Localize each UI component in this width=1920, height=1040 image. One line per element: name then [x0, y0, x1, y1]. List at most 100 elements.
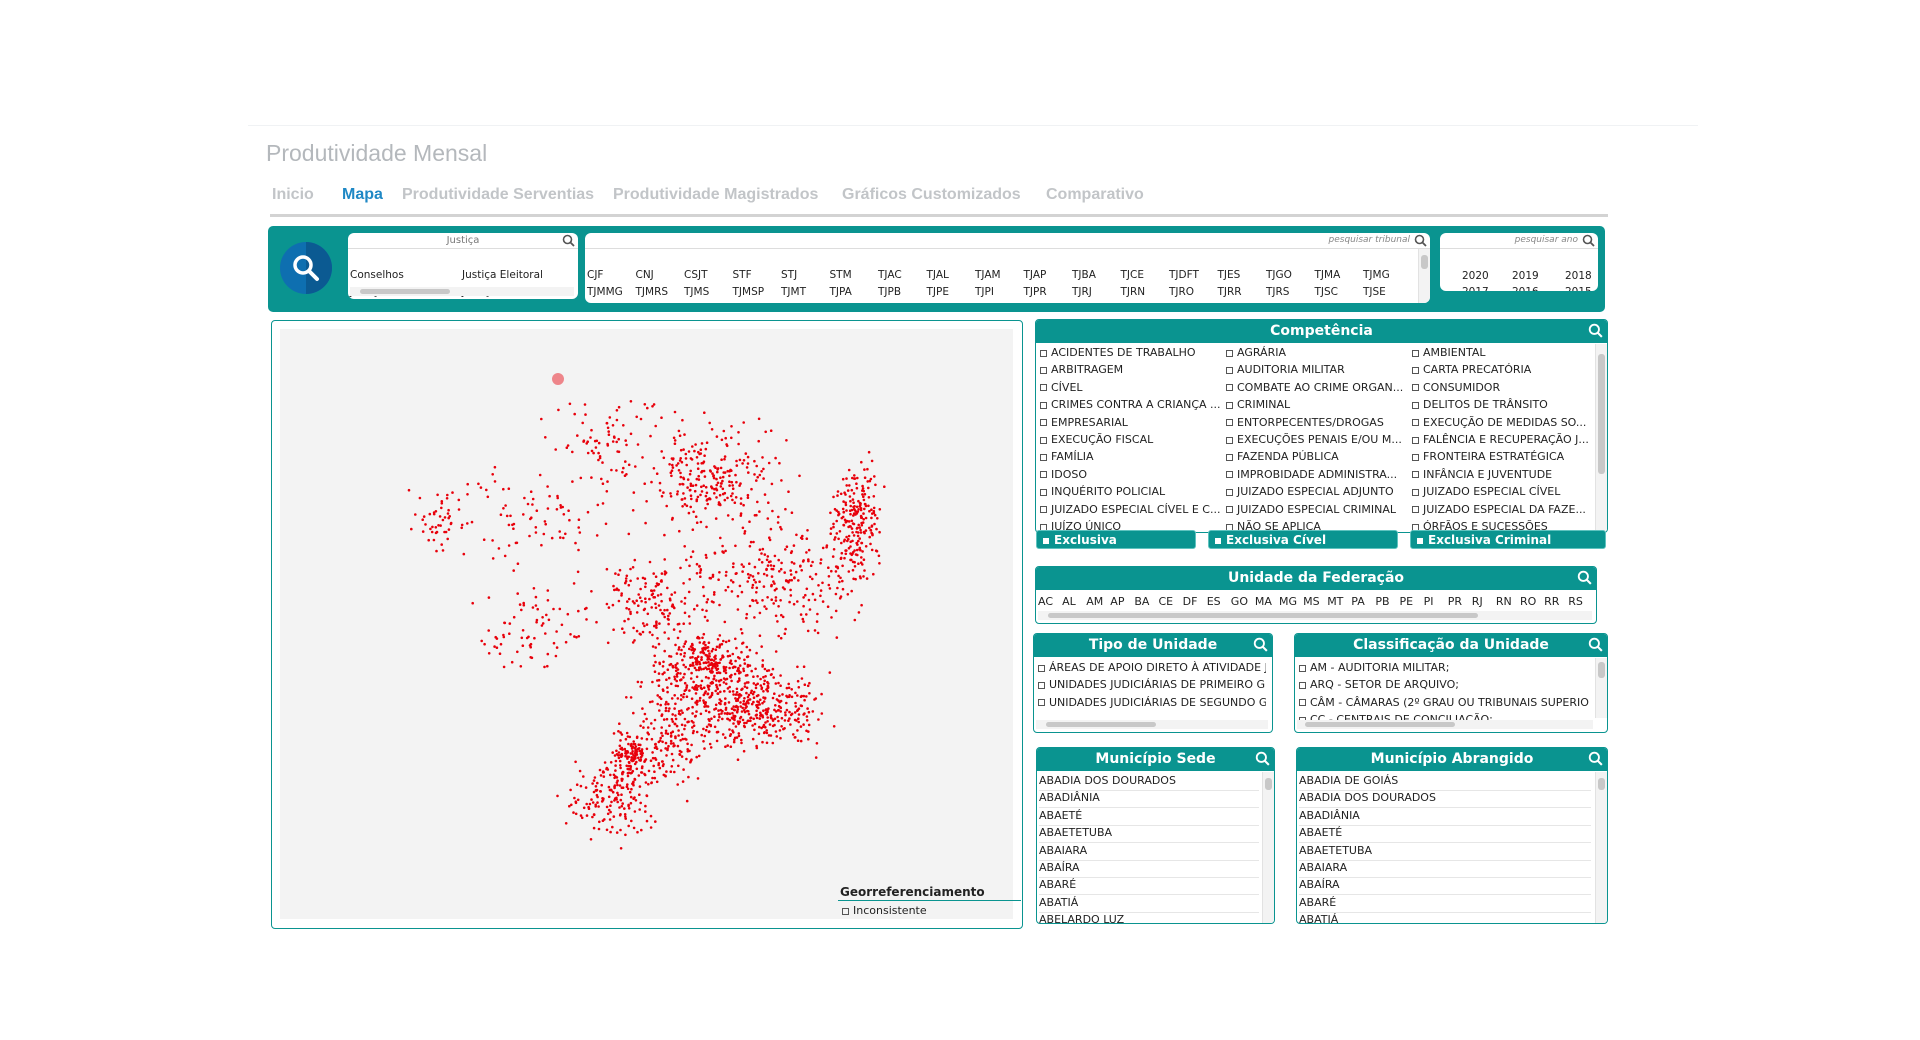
map-point[interactable] [738, 717, 742, 720]
map-point[interactable] [737, 671, 741, 675]
map-point[interactable] [786, 695, 789, 699]
map-point[interactable] [712, 677, 715, 681]
map-point[interactable] [743, 532, 746, 535]
map-point[interactable] [605, 490, 609, 493]
map-point[interactable] [640, 599, 643, 603]
map-point[interactable] [849, 512, 852, 516]
map-point[interactable] [860, 460, 863, 464]
map-point[interactable] [651, 776, 654, 780]
map-point[interactable] [686, 486, 689, 489]
map-point[interactable] [742, 699, 746, 703]
map-point[interactable] [627, 764, 631, 768]
tribunal-item[interactable]: TJCE [1120, 269, 1144, 281]
map-point[interactable] [701, 608, 704, 612]
map-point[interactable] [727, 639, 731, 643]
map-point[interactable] [757, 439, 760, 443]
map-point[interactable] [650, 480, 653, 484]
map-point[interactable] [568, 402, 572, 406]
map-point[interactable] [626, 787, 630, 791]
map-point[interactable] [669, 731, 673, 735]
map-point[interactable] [679, 457, 682, 460]
map-point[interactable] [688, 647, 691, 651]
map-point[interactable] [746, 455, 750, 459]
map-point[interactable] [633, 810, 637, 813]
municipio-abrangido-item[interactable]: ABATIÁ [1299, 913, 1591, 923]
map-point[interactable] [707, 730, 711, 734]
map-point[interactable] [579, 476, 583, 480]
municipio-sede-item[interactable]: ABADIÂNIA [1039, 791, 1259, 809]
tribunal-item[interactable]: TJAM [975, 269, 1001, 281]
map-point[interactable] [684, 688, 688, 692]
municipio-sede-item[interactable]: ABARÉ [1039, 878, 1259, 896]
map-point[interactable] [696, 495, 700, 499]
map-point[interactable] [787, 686, 791, 690]
map-point[interactable] [675, 675, 679, 678]
map-point[interactable] [632, 740, 635, 743]
map-point[interactable] [639, 587, 642, 591]
map-point[interactable] [576, 798, 580, 802]
map-point[interactable] [758, 580, 761, 583]
map-point[interactable] [777, 681, 780, 685]
map-point[interactable] [608, 416, 612, 419]
map-point[interactable] [617, 437, 620, 441]
map-point[interactable] [712, 593, 716, 596]
map-point[interactable] [722, 681, 726, 684]
map-point[interactable] [679, 471, 682, 475]
map-point[interactable] [718, 571, 721, 574]
map-point[interactable] [610, 800, 613, 804]
map-point[interactable] [615, 749, 618, 753]
competencia-item[interactable]: JUIZADO ESPECIAL DA FAZE... [1412, 503, 1592, 516]
map-point[interactable] [641, 630, 645, 634]
map-point[interactable] [674, 663, 677, 667]
map-point[interactable] [681, 711, 684, 715]
map-point[interactable] [726, 514, 730, 517]
map-point[interactable] [573, 796, 576, 800]
map-point[interactable] [608, 818, 612, 821]
map-point[interactable] [691, 731, 695, 735]
map-point[interactable] [627, 617, 630, 621]
map-point[interactable] [619, 764, 622, 767]
map-point[interactable] [691, 705, 694, 709]
map-point[interactable] [727, 701, 731, 704]
map-point[interactable] [627, 755, 631, 759]
map-point[interactable] [680, 694, 683, 697]
map-point[interactable] [681, 483, 685, 486]
map-point[interactable] [764, 711, 768, 715]
map-point[interactable] [728, 728, 731, 731]
map-point[interactable] [732, 717, 735, 720]
map-point[interactable] [749, 719, 752, 723]
map-point[interactable] [740, 590, 744, 594]
map-point[interactable] [714, 666, 717, 669]
search-icon[interactable] [1577, 570, 1592, 585]
map-point[interactable] [650, 737, 654, 741]
map-point[interactable] [705, 491, 709, 495]
map-point[interactable] [689, 759, 693, 762]
map-point[interactable] [519, 665, 523, 668]
map-point[interactable] [443, 516, 447, 519]
map-point[interactable] [851, 476, 854, 480]
map-point[interactable] [678, 459, 682, 462]
map-point[interactable] [780, 613, 783, 617]
map-point[interactable] [564, 640, 568, 644]
tribunal-item[interactable]: STF [732, 269, 752, 281]
map-point[interactable] [789, 713, 793, 717]
map-point[interactable] [522, 603, 526, 607]
justica-item[interactable]: Conselhos [350, 269, 404, 281]
map-point[interactable] [649, 434, 652, 438]
map-point[interactable] [644, 600, 647, 604]
map-point[interactable] [717, 709, 720, 712]
map-point[interactable] [617, 450, 621, 454]
map-point[interactable] [653, 670, 657, 673]
map-point[interactable] [542, 532, 546, 536]
map-point[interactable] [673, 770, 676, 774]
map-point[interactable] [821, 600, 825, 603]
map-point[interactable] [605, 602, 609, 606]
map-point[interactable] [670, 474, 673, 478]
search-icon[interactable] [1588, 751, 1603, 766]
map-point[interactable] [747, 576, 751, 579]
map-point[interactable] [597, 827, 601, 831]
map-point[interactable] [596, 503, 600, 507]
map-point[interactable] [660, 731, 663, 735]
map-point[interactable] [696, 655, 700, 658]
map-point[interactable] [656, 694, 659, 697]
